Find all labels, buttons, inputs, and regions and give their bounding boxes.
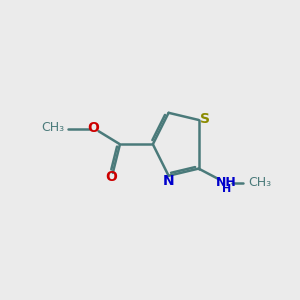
Text: O: O — [88, 121, 100, 135]
Text: CH₃: CH₃ — [41, 122, 64, 134]
Text: N: N — [163, 175, 174, 188]
Text: S: S — [200, 112, 210, 125]
Text: CH₃: CH₃ — [249, 176, 272, 189]
Text: H: H — [222, 184, 231, 194]
Text: O: O — [105, 170, 117, 184]
Text: NH: NH — [215, 176, 236, 189]
